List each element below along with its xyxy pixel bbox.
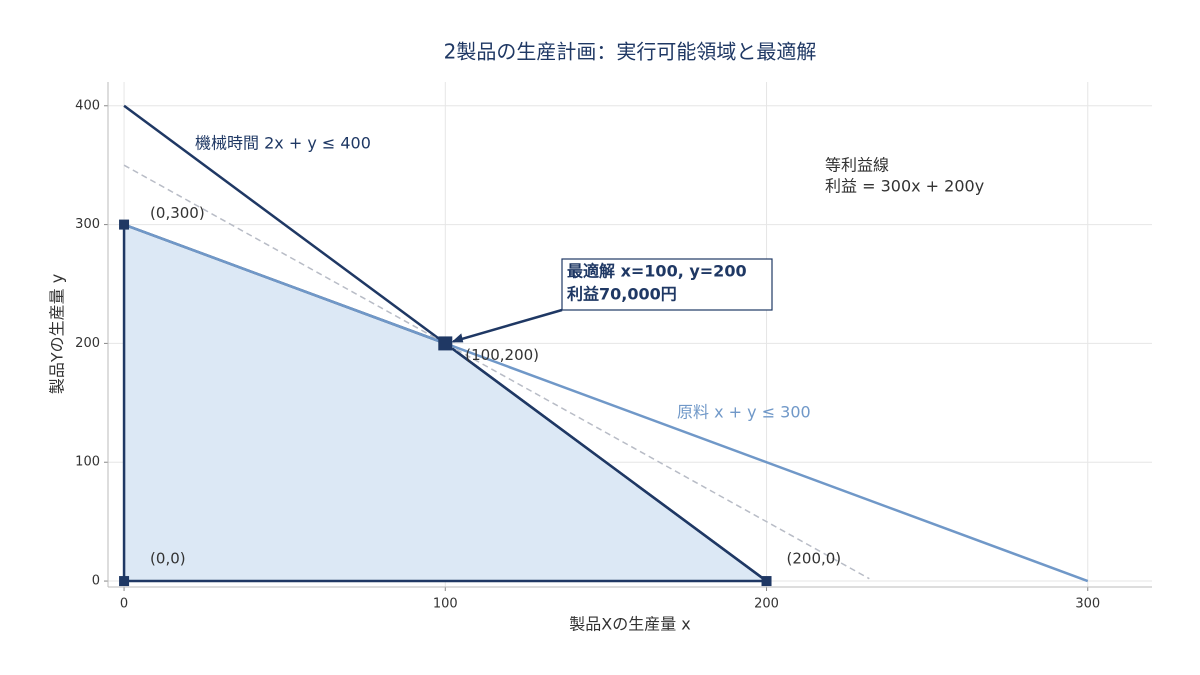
annotation-box: [561, 258, 773, 311]
vertex-marker: [119, 219, 130, 230]
iso-profit-label: 等利益線: [825, 156, 889, 175]
y-tick-label: 300: [75, 217, 100, 232]
y-tick-label: 0: [92, 574, 100, 589]
vertex-label: (100,200): [465, 346, 539, 364]
y-tick-label: 100: [75, 455, 100, 470]
vertex-marker: [119, 576, 130, 587]
y-axis-label: 製品Yの生産量 y: [48, 274, 67, 394]
iso-profit-label: 利益 = 300x + 200y: [825, 177, 984, 196]
vertex-label: (0,0): [150, 550, 186, 568]
x-tick-label: 200: [754, 597, 779, 612]
annotation-text: 利益70,000円: [567, 285, 677, 304]
annotation-text: 最適解 x=100, y=200: [567, 262, 747, 281]
y-tick-label: 400: [75, 98, 100, 113]
annotation-arrow: [452, 308, 563, 343]
x-tick-label: 100: [433, 597, 458, 612]
vertex-marker: [761, 576, 772, 587]
line-label: 機械時間 2x + y ≤ 400: [195, 134, 371, 153]
constraint-line: [123, 164, 870, 580]
y-tick-label: 200: [75, 336, 100, 351]
chart-title: 2製品の生産計画：実行可能領域と最適解: [444, 40, 817, 64]
vertex-label: (0,300): [150, 204, 205, 222]
vertex-label: (200,0): [787, 550, 842, 568]
arrow-head: [451, 333, 464, 343]
x-tick-label: 300: [1075, 597, 1100, 612]
x-tick-label: 0: [120, 597, 128, 612]
line-label: 原料 x + y ≤ 300: [677, 403, 811, 422]
x-axis-label: 製品Xの生産量 x: [569, 615, 691, 634]
optimum-marker: [438, 336, 453, 351]
constraint-line: [123, 223, 1089, 583]
